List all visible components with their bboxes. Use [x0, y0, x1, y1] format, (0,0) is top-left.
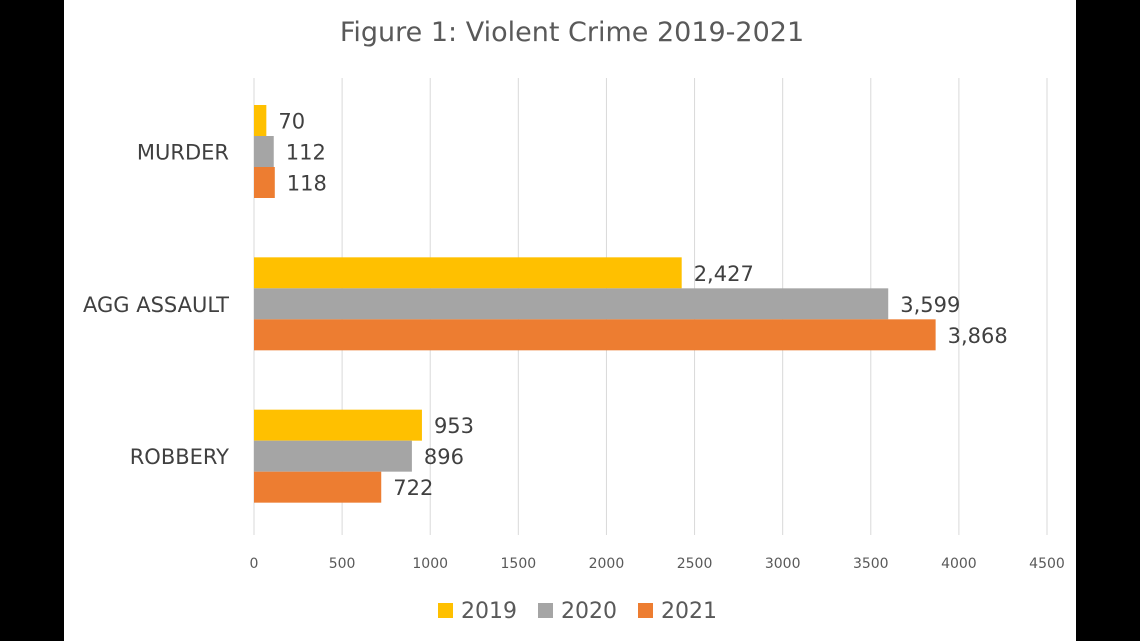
bar-2020: [254, 440, 412, 472]
category-label: AGG ASSAULT: [83, 293, 229, 317]
bar-2020: [254, 288, 889, 320]
bars: [254, 105, 936, 503]
legend-swatch-2020: [538, 603, 553, 618]
bar-2021: [254, 319, 936, 351]
legend: 2019 2020 2021: [438, 599, 717, 624]
legend-label: 2019: [461, 599, 517, 624]
bar-2019: [254, 105, 267, 136]
x-tick-label: 3500: [853, 556, 889, 572]
x-tick-label: 1500: [501, 556, 537, 572]
bar-chart: Figure 1: Violent Crime 2019-2021 70 112 1…: [83, 17, 1065, 624]
x-tick-label: 4000: [941, 556, 977, 572]
data-label: 3,599: [900, 293, 960, 317]
legend-swatch-2019: [438, 603, 453, 618]
bar-2021: [254, 167, 275, 198]
bar-2020: [254, 136, 274, 167]
x-tick-label: 2000: [589, 556, 625, 572]
data-label: 118: [287, 172, 327, 196]
data-label: 3,868: [948, 324, 1008, 348]
bar-2019: [254, 257, 682, 289]
chart-title: Figure 1: Violent Crime 2019-2021: [340, 17, 804, 48]
data-label: 112: [286, 141, 326, 165]
x-tick-label: 3000: [765, 556, 801, 572]
category-label: ROBBERY: [130, 445, 229, 469]
x-tick-label: 0: [250, 556, 259, 572]
x-tick-label: 500: [329, 556, 356, 572]
bar-2021: [254, 471, 382, 503]
data-label: 896: [424, 445, 464, 469]
x-tick-label: 1000: [412, 556, 448, 572]
data-label: 2,427: [694, 262, 754, 286]
legend-label: 2020: [561, 599, 617, 624]
legend-swatch-2021: [638, 603, 653, 618]
x-axis-ticks: 0 500 1000 1500 2000 2500 3000 3500 4000 4500: [250, 556, 1065, 572]
legend-label: 2021: [661, 599, 717, 624]
data-labels: 70 112 118 2,427 3,599 3,868 953 896 722: [278, 110, 1007, 501]
data-label: 70: [278, 110, 305, 134]
x-tick-label: 4500: [1029, 556, 1065, 572]
x-tick-label: 2500: [677, 556, 713, 572]
bar-2019: [254, 409, 422, 441]
category-labels: MURDER AGG ASSAULT ROBBERY: [83, 141, 229, 470]
data-label: 722: [393, 476, 433, 500]
data-label: 953: [434, 414, 474, 438]
chart-frame: Figure 1: Violent Crime 2019-2021 70 112 1…: [64, 0, 1076, 641]
category-label: MURDER: [137, 141, 229, 165]
